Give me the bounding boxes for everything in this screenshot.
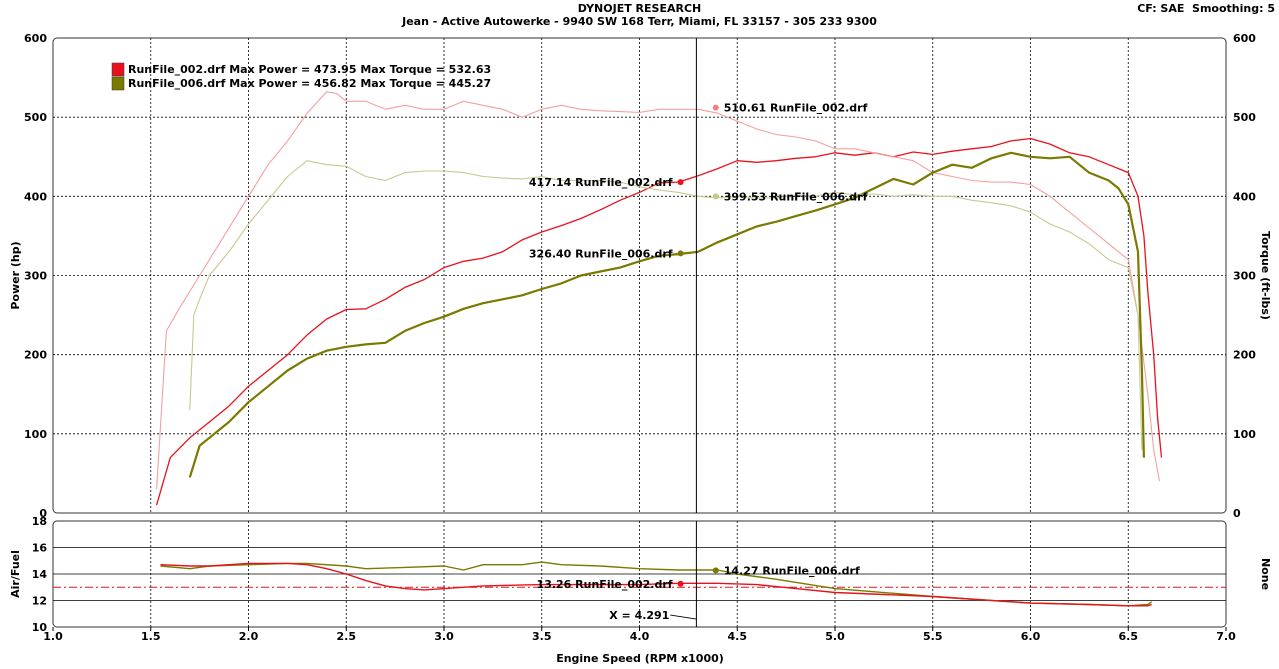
power-axis-title: Power (hp) <box>9 241 22 309</box>
torque-y-tick-label: 0 <box>1233 507 1241 520</box>
corner-info: CF: SAE Smoothing: 5 <box>1137 2 1275 15</box>
torque-y-tick-label: 600 <box>1233 32 1256 45</box>
afr-y-tick-label: 12 <box>32 595 47 608</box>
x-tick-label: 3.0 <box>434 630 454 643</box>
x-tick-label: 2.5 <box>337 630 357 643</box>
cursor-x-leader <box>670 614 697 620</box>
torque-y-tick-label: 400 <box>1233 190 1256 203</box>
runfile-002-afr-line <box>160 562 1152 607</box>
runfile-006-torque-line <box>189 160 1143 450</box>
cursor-marker <box>712 104 719 111</box>
x-tick-label: 1.5 <box>141 630 161 643</box>
power-y-tick-label: 300 <box>24 270 47 283</box>
chart-title: DYNOJET RESEARCH <box>577 2 702 15</box>
x-tick-label: 2.0 <box>239 630 259 643</box>
power-y-tick-label: 400 <box>24 190 47 203</box>
torque-y-tick-label: 200 <box>1233 349 1256 362</box>
cursor-value-label: 326.40 RunFile_006.drf <box>529 247 673 260</box>
x-tick-label: 6.5 <box>1119 630 1139 643</box>
cursor-marker <box>677 179 684 186</box>
afr-cursor-marker <box>677 580 684 587</box>
cursor-value-label: 417.14 RunFile_002.drf <box>529 176 673 189</box>
legend-swatch <box>111 76 125 91</box>
runfile-006-power-line <box>188 151 1145 478</box>
x-tick-label: 6.0 <box>1021 630 1041 643</box>
afr-y-tick-label: 18 <box>32 515 47 528</box>
legend-entry: RunFile_006.drf Max Power = 456.82 Max T… <box>128 77 491 90</box>
x-tick-label: 1.0 <box>43 630 63 643</box>
cursor-value-label: 510.61 RunFile_002.drf <box>724 102 868 115</box>
smoothing-level: Smoothing: 5 <box>1192 2 1275 15</box>
power-y-tick-label: 0 <box>39 507 47 520</box>
torque-y-tick-label: 100 <box>1233 428 1256 441</box>
power-y-tick-label: 100 <box>24 428 47 441</box>
x-tick-label: 4.5 <box>728 630 748 643</box>
cursor-marker <box>677 250 684 257</box>
afr-y-tick-label: 16 <box>32 542 48 555</box>
afr-axis-title: Air/Fuel <box>9 550 22 598</box>
power-y-tick-label: 200 <box>24 349 47 362</box>
legend-swatch <box>111 62 125 77</box>
x-tick-label: 3.5 <box>532 630 552 643</box>
x-axis-title: Engine Speed (RPM x1000) <box>556 652 724 665</box>
torque-y-tick-label: 300 <box>1233 270 1256 283</box>
afr-cursor-value-label: 14.27 RunFile_006.drf <box>724 564 860 577</box>
legend-entry: RunFile_002.drf Max Power = 473.95 Max T… <box>128 63 491 76</box>
torque-axis-title: Torque (ft-lbs) <box>1259 231 1272 320</box>
afr-cursor-marker <box>712 567 719 574</box>
cursor-x-readout: X = 4.291 <box>609 609 669 622</box>
cursor-value-label: 399.53 RunFile_006.drf <box>724 190 868 203</box>
afr-right-axis-title: None <box>1259 558 1272 590</box>
x-tick-label: 4.0 <box>630 630 650 643</box>
cursor-marker <box>712 193 719 200</box>
power-y-tick-label: 500 <box>24 111 47 124</box>
torque-y-tick-label: 500 <box>1233 111 1256 124</box>
afr-y-tick-label: 10 <box>32 621 48 634</box>
correction-factor: CF: SAE <box>1137 2 1185 15</box>
power-y-tick-label: 600 <box>24 32 47 45</box>
afr-y-tick-label: 14 <box>32 568 48 581</box>
x-tick-label: 7.0 <box>1216 630 1236 643</box>
runfile-002-power-line <box>155 137 1163 506</box>
chart-subtitle: Jean - Active Autowerke - 9940 SW 168 Te… <box>402 15 877 28</box>
x-tick-label: 5.0 <box>825 630 845 643</box>
runfile-002-torque-line <box>156 91 1161 490</box>
afr-cursor-value-label: 13.26 RunFile_002.drf <box>537 578 673 591</box>
x-tick-label: 5.5 <box>923 630 943 643</box>
